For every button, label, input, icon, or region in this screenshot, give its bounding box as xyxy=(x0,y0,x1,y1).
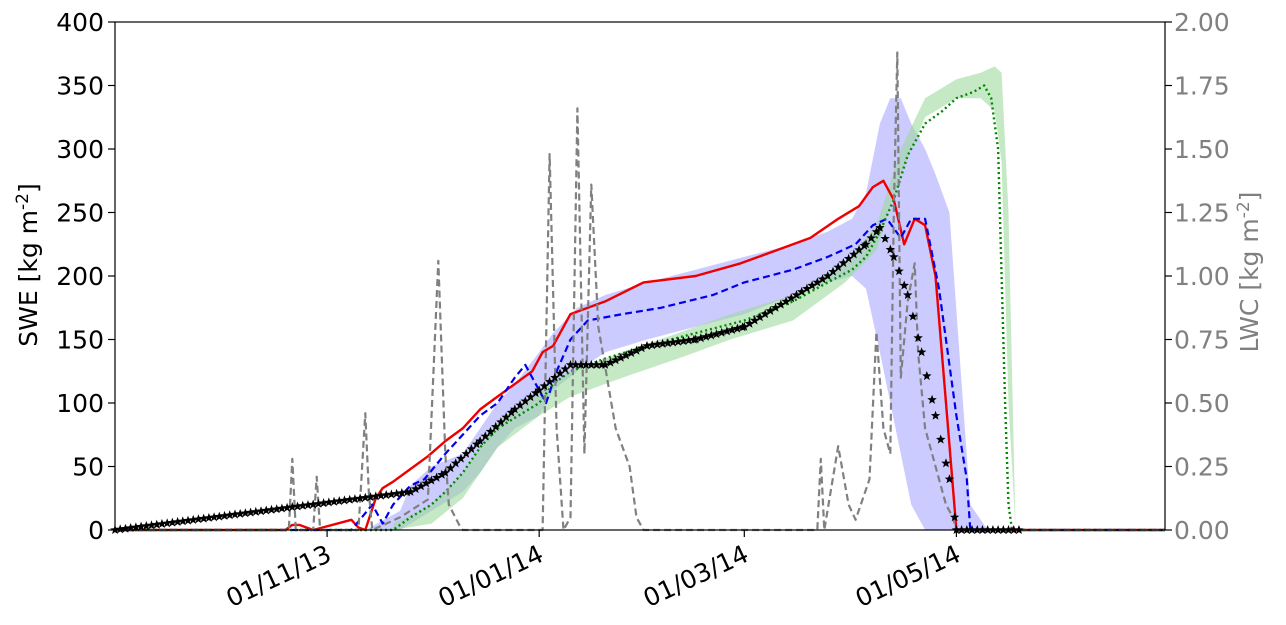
right-tick-label-7: 1.75 xyxy=(1174,72,1230,101)
left-y-axis: 0 50 100 150 200 250 300 350 400 xyxy=(56,8,115,545)
left-tick-label-3: 150 xyxy=(56,326,104,355)
x-axis: 01/11/13 01/01/14 01/03/14 01/05/14 xyxy=(222,530,965,613)
y-label-left-close: ] xyxy=(14,183,43,193)
y-label-left-text: SWE [kg m xyxy=(14,210,43,347)
y-label-left-exp: -2 xyxy=(13,193,33,210)
left-tick-label-2: 100 xyxy=(56,389,104,418)
right-y-axis: 0.00 0.25 0.50 0.75 1.00 1.25 1.50 1.75 2.00 xyxy=(1165,8,1230,545)
right-tick-label-5: 1.25 xyxy=(1174,199,1230,228)
right-tick-label-8: 2.00 xyxy=(1174,8,1230,37)
left-tick-label-5: 250 xyxy=(56,199,104,228)
y-label-right-text: LWC [kg m xyxy=(1235,218,1264,352)
left-tick-label-4: 200 xyxy=(56,262,104,291)
x-tick-label-1: 01/01/14 xyxy=(434,539,548,613)
left-tick-label-1: 50 xyxy=(72,453,104,482)
right-tick-label-1: 0.25 xyxy=(1174,453,1230,482)
left-tick-label-7: 350 xyxy=(56,72,104,101)
left-tick-label-8: 400 xyxy=(56,8,104,37)
left-tick-label-0: 0 xyxy=(88,516,104,545)
y-axis-label-left: SWE [kg m-2] xyxy=(13,183,43,346)
y-axis-label-right: LWC [kg m-2] xyxy=(1234,192,1264,353)
y-label-right-exp: -2 xyxy=(1234,201,1254,218)
x-tick-label-3: 01/05/14 xyxy=(851,539,965,613)
x-tick-label-0: 01/11/13 xyxy=(222,539,336,613)
right-tick-label-2: 0.50 xyxy=(1174,389,1230,418)
right-tick-label-4: 1.00 xyxy=(1174,262,1230,291)
y-label-right-close: ] xyxy=(1235,192,1264,202)
left-tick-label-6: 300 xyxy=(56,135,104,164)
right-tick-label-3: 0.75 xyxy=(1174,326,1230,355)
x-tick-label-2: 01/03/14 xyxy=(639,539,753,613)
right-tick-label-6: 1.50 xyxy=(1174,135,1230,164)
right-tick-label-0: 0.00 xyxy=(1174,516,1230,545)
band-0 xyxy=(285,98,987,530)
